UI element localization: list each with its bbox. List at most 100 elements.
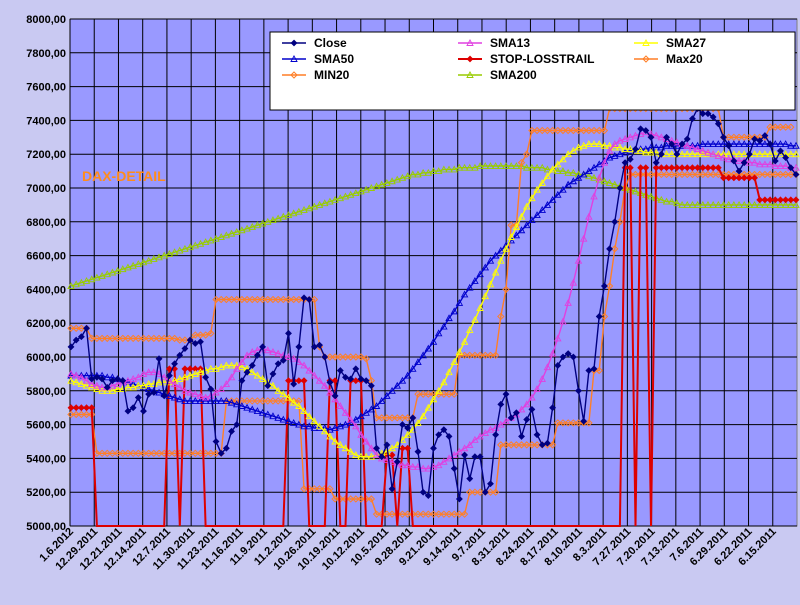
data-point [253,221,262,229]
data-point [129,375,137,382]
data-point [419,390,427,398]
data-point [440,426,448,434]
y-axis: 8000,00 7800,00 7600,00 7400,00 7200,00 7000,… [26,14,66,533]
data-point [642,39,650,46]
data-point [150,368,158,376]
data-point [284,393,293,401]
data-point [290,39,298,47]
data-point [771,200,780,208]
data-point [590,365,598,373]
data-point [507,414,515,422]
data-point [471,163,479,171]
data-point [222,444,230,452]
data-point [554,126,562,135]
data-point [108,334,117,343]
data-point [310,424,319,431]
data-point [787,141,795,149]
data-point [512,409,520,417]
data-point [295,377,303,385]
data-point [678,164,686,172]
data-point [233,421,241,429]
data-point [207,236,215,244]
data-point [398,510,407,518]
data-point [279,212,288,220]
data-point [548,126,557,135]
data-point [569,168,578,176]
data-point [233,295,241,304]
data-point [559,126,567,135]
data-point [393,414,401,422]
legend-label: SMA13 [490,36,530,50]
data-point [269,216,277,224]
data-point [590,173,598,181]
data-point [585,212,593,220]
data-point [559,155,567,163]
data-point [346,495,355,503]
data-point [605,153,614,161]
data-point [523,150,531,158]
data-point [82,410,91,419]
data-point [82,381,91,389]
data-point [528,163,536,171]
data-point [72,378,80,386]
data-point [435,431,443,439]
data-point [663,164,670,172]
legend: Close SMA13 SMA27 SMA50 STOP-LOSSTRAIL Max20 M… [269,31,796,111]
data-point [755,150,764,158]
data-point [533,126,541,135]
data-point [181,397,189,404]
data-point [238,295,246,304]
data-point [383,447,391,455]
data-point [424,390,433,398]
data-point [683,141,692,149]
data-point [346,447,355,455]
data-point [165,249,174,257]
data-point [517,226,526,234]
data-point [144,334,153,343]
data-point [440,457,448,465]
data-point [507,162,515,169]
data-point [357,353,365,361]
data-point [782,196,790,204]
data-point [222,397,231,405]
data-point [248,405,257,413]
data-point [507,441,515,449]
data-point [87,383,96,391]
data-point [755,200,764,208]
data-point [300,294,308,302]
data-point [512,162,521,169]
data-point [212,438,220,445]
data-point [740,174,748,182]
data-point [108,386,117,394]
data-point [487,480,494,488]
data-point [176,351,184,359]
data-point [77,278,86,286]
data-point [217,449,225,457]
data-point [585,167,593,175]
data-point [600,126,609,135]
legend-entry: Max20 [634,52,703,66]
data-point [725,142,733,150]
data-point [497,256,505,264]
data-point [766,160,774,168]
data-point [181,365,189,373]
data-point [518,433,525,440]
data-point [688,143,697,151]
data-point [372,402,381,409]
data-point [419,351,427,359]
data-point [605,282,614,290]
data-point [145,390,153,398]
data-point [683,200,692,208]
data-point [367,184,376,191]
data-point [352,365,360,373]
data-point [465,283,474,291]
legend-entry: STOP-LOSSTRAIL [458,52,594,66]
data-point [232,400,241,408]
data-point [559,317,567,325]
data-point [548,165,557,173]
data-point [605,178,614,186]
data-point [776,123,785,131]
data-point [424,464,433,472]
data-point [403,371,412,379]
data-point [471,488,479,496]
